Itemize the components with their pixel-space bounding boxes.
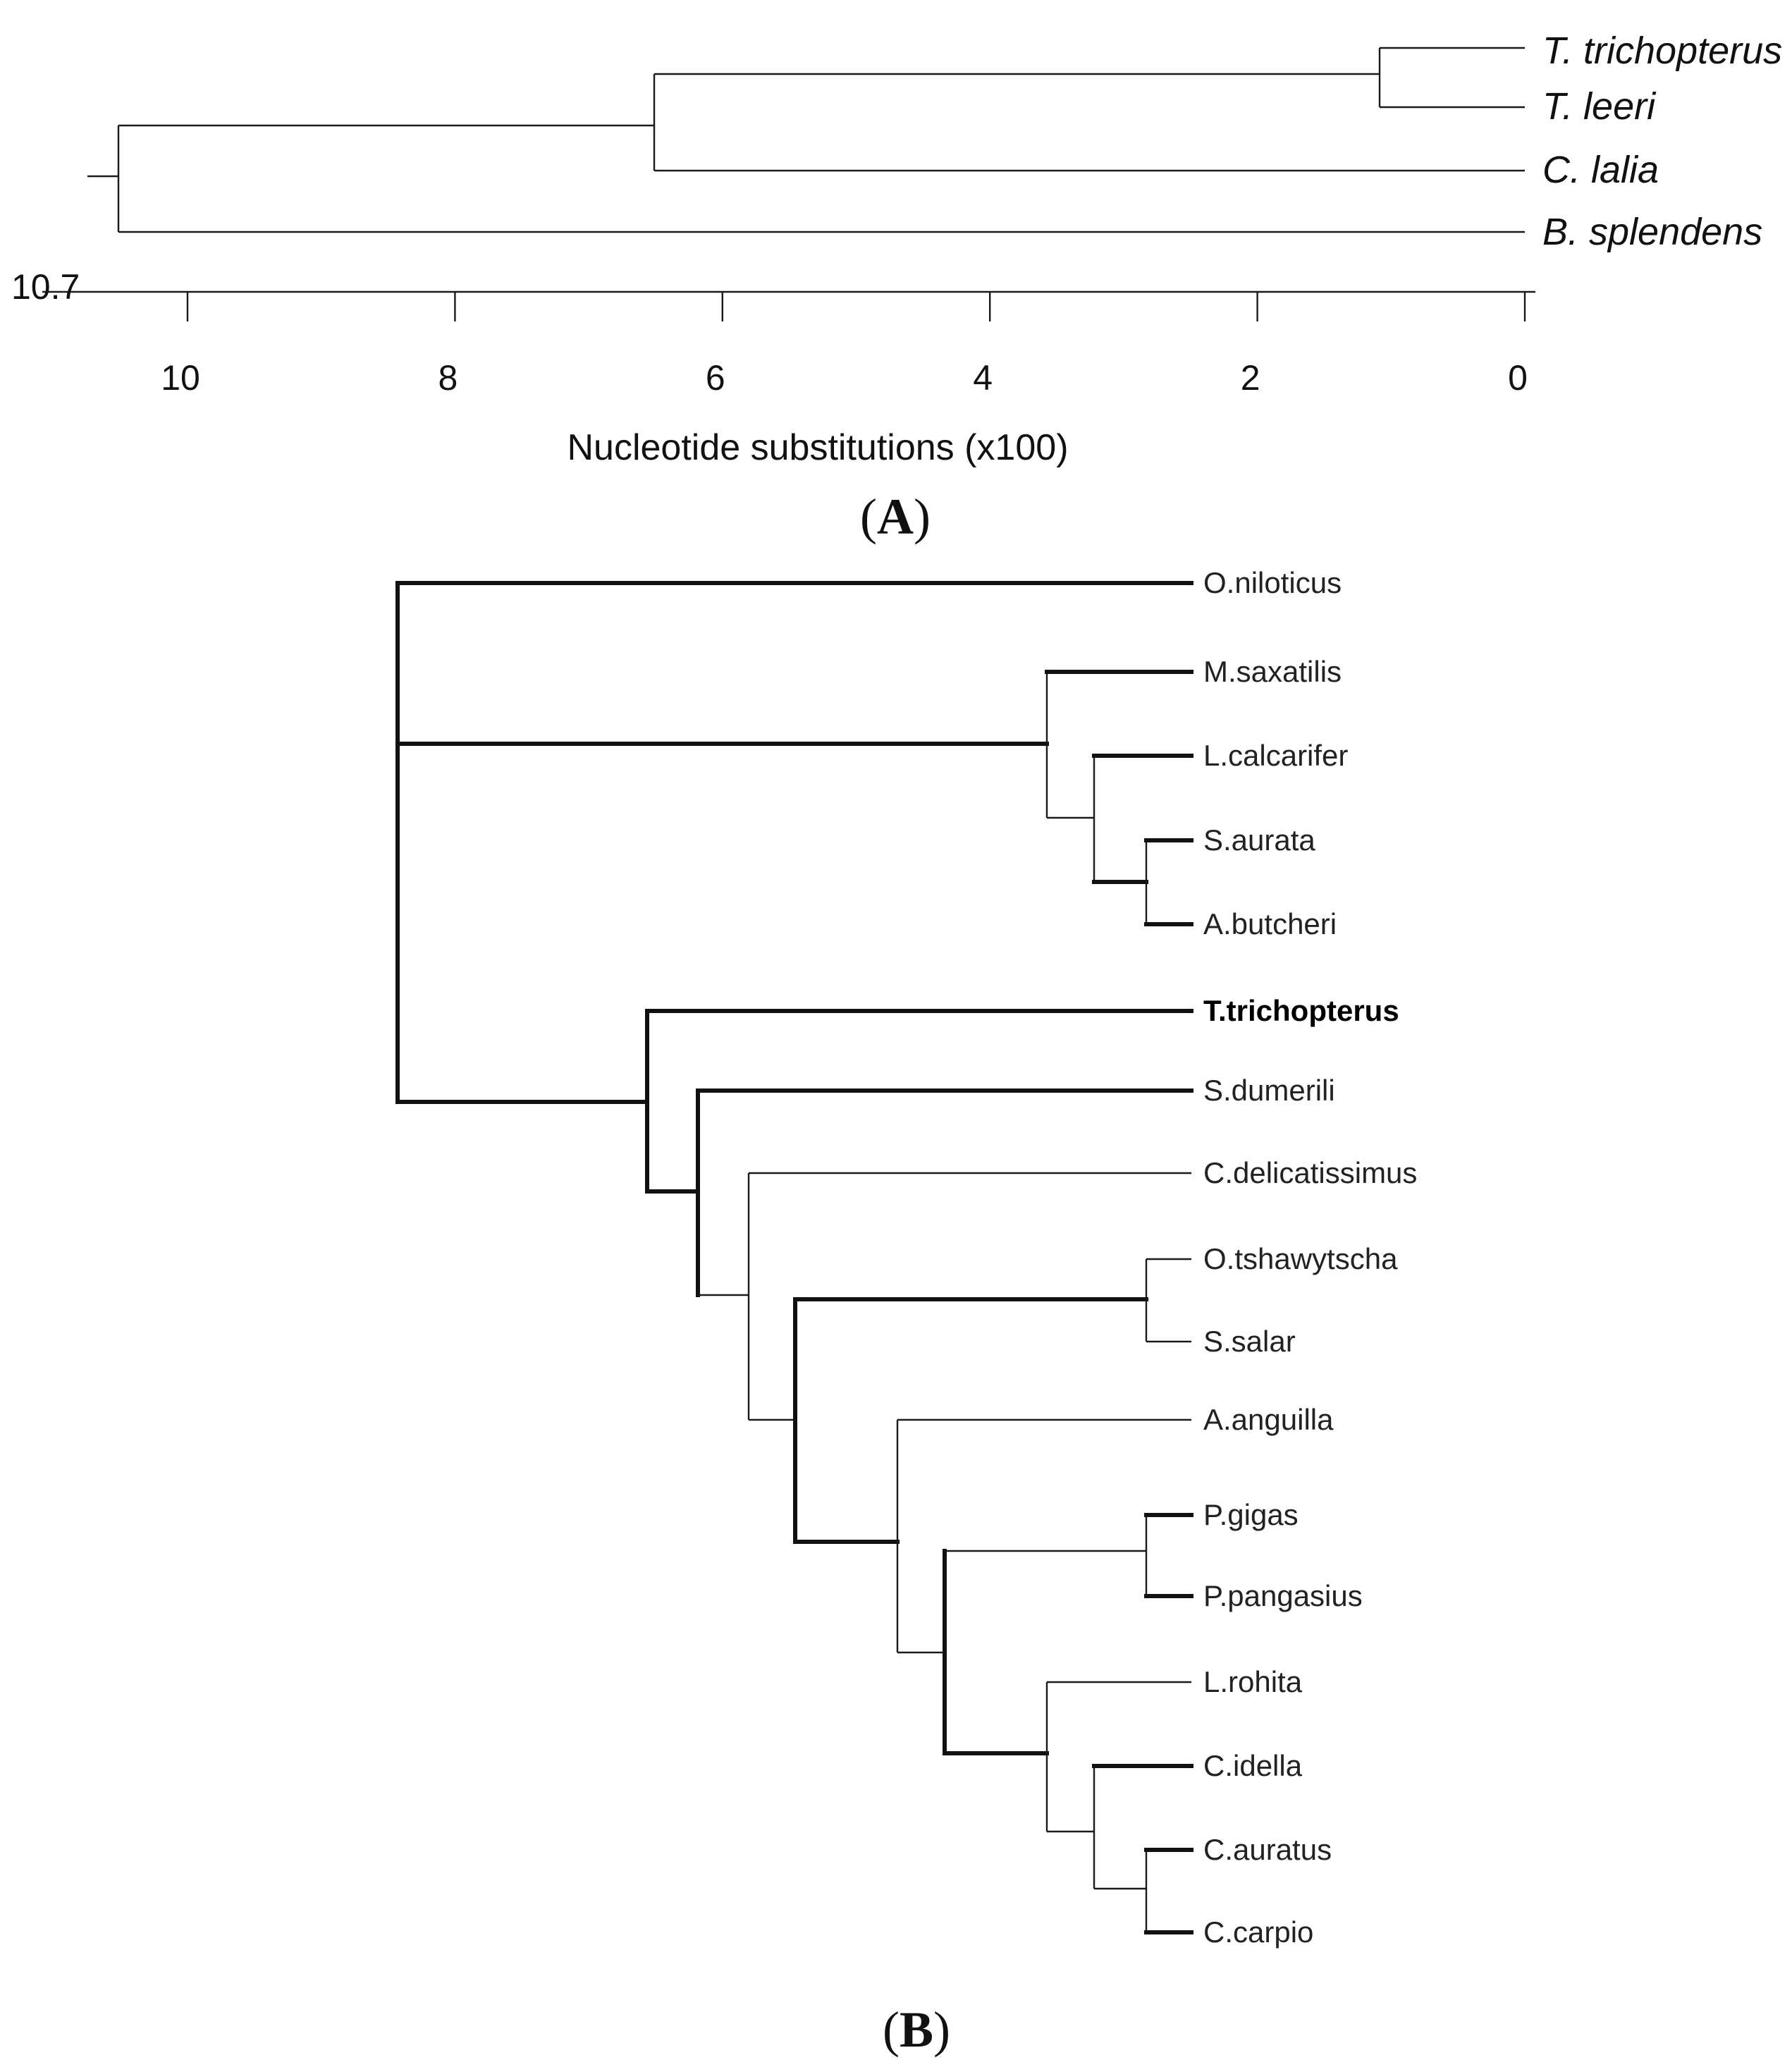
taxon-label-b: C.idella: [1203, 1749, 1303, 1782]
axis-tick-label: 6: [706, 358, 725, 398]
taxon-label-b: O.niloticus: [1203, 566, 1342, 599]
taxon-label-b: C.carpio: [1203, 1915, 1313, 1949]
axis-tick-label: 0: [1508, 358, 1528, 398]
taxon-label-b: C.auratus: [1203, 1833, 1332, 1866]
taxon-label-a: T. leeri: [1542, 85, 1657, 128]
axis-title: Nucleotide substitutions (x100): [567, 427, 1068, 468]
root-age-label: 10.7: [11, 267, 80, 307]
axis-tick-label: 8: [438, 358, 458, 398]
taxon-label-b: M.saxatilis: [1203, 655, 1342, 688]
taxon-label-b: A.butcheri: [1203, 907, 1337, 940]
taxon-label-b: L.calcarifer: [1203, 739, 1348, 772]
taxon-label-a: C. lalia: [1542, 149, 1659, 191]
taxon-label-b: P.pangasius: [1203, 1579, 1363, 1612]
axis-tick-label: 2: [1241, 358, 1260, 398]
panel-a-tree: T. trichopterus T. leeri C. lalia B. spl…: [87, 30, 1782, 253]
taxon-label-b: S.aurata: [1203, 823, 1315, 857]
panel-a-axis: 10.7 10 8 6 4 2 0 Nucleotide substitutions (x…: [11, 267, 1535, 468]
taxon-label-b: L.rohita: [1203, 1665, 1303, 1698]
taxon-label-a: T. trichopterus: [1542, 30, 1782, 72]
axis-tick-label: 10: [161, 358, 200, 398]
taxon-label-a: B. splendens: [1542, 211, 1762, 253]
axis-tick-label: 4: [973, 358, 993, 398]
panel-b-tree: [395, 581, 1193, 1934]
taxon-label-b: P.gigas: [1203, 1498, 1299, 1531]
taxon-label-b: T.trichopterus: [1203, 994, 1399, 1027]
panel-a-label: (A): [860, 489, 931, 545]
taxon-label-b: C.delicatissimus: [1203, 1156, 1417, 1189]
taxon-label-b: S.salar: [1203, 1325, 1296, 1358]
taxon-label-b: S.dumerili: [1203, 1074, 1335, 1107]
panel-b-taxon-labels: O.niloticus M.saxatilis L.calcarifer S.aura…: [1203, 566, 1417, 1949]
panel-b-label: (B): [883, 2001, 950, 2058]
taxon-label-b: A.anguilla: [1203, 1403, 1334, 1436]
taxon-label-b: O.tshawytscha: [1203, 1242, 1398, 1275]
axis-ticks: 10 8 6 4 2 0: [161, 292, 1528, 398]
